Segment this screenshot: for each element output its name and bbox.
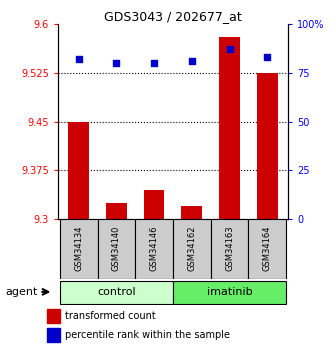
Bar <box>219 37 240 219</box>
Text: control: control <box>97 287 136 297</box>
Text: percentile rank within the sample: percentile rank within the sample <box>65 330 230 340</box>
Text: GSM34134: GSM34134 <box>74 225 83 271</box>
Bar <box>135 219 173 279</box>
Bar <box>47 328 60 342</box>
Point <box>227 47 232 52</box>
Text: imatinib: imatinib <box>207 287 252 297</box>
Title: GDS3043 / 202677_at: GDS3043 / 202677_at <box>104 10 242 23</box>
Bar <box>211 219 248 279</box>
Bar <box>68 122 89 219</box>
Text: agent: agent <box>6 287 38 297</box>
Bar <box>60 219 98 279</box>
Bar <box>173 281 286 304</box>
Text: GSM34162: GSM34162 <box>187 225 196 271</box>
Bar <box>248 219 286 279</box>
Bar <box>47 309 60 323</box>
Text: transformed count: transformed count <box>65 311 156 321</box>
Bar <box>106 203 127 219</box>
Bar <box>173 219 211 279</box>
Bar <box>181 206 202 219</box>
Point <box>264 55 270 60</box>
Bar <box>60 281 173 304</box>
Point <box>76 57 81 62</box>
Point <box>189 58 194 64</box>
Text: GSM34146: GSM34146 <box>150 225 159 271</box>
Text: GSM34140: GSM34140 <box>112 225 121 271</box>
Text: GSM34163: GSM34163 <box>225 225 234 271</box>
Point <box>152 60 157 66</box>
Point <box>114 60 119 66</box>
Bar <box>144 190 165 219</box>
Bar <box>257 73 278 219</box>
Text: GSM34164: GSM34164 <box>263 225 272 271</box>
Bar <box>98 219 135 279</box>
